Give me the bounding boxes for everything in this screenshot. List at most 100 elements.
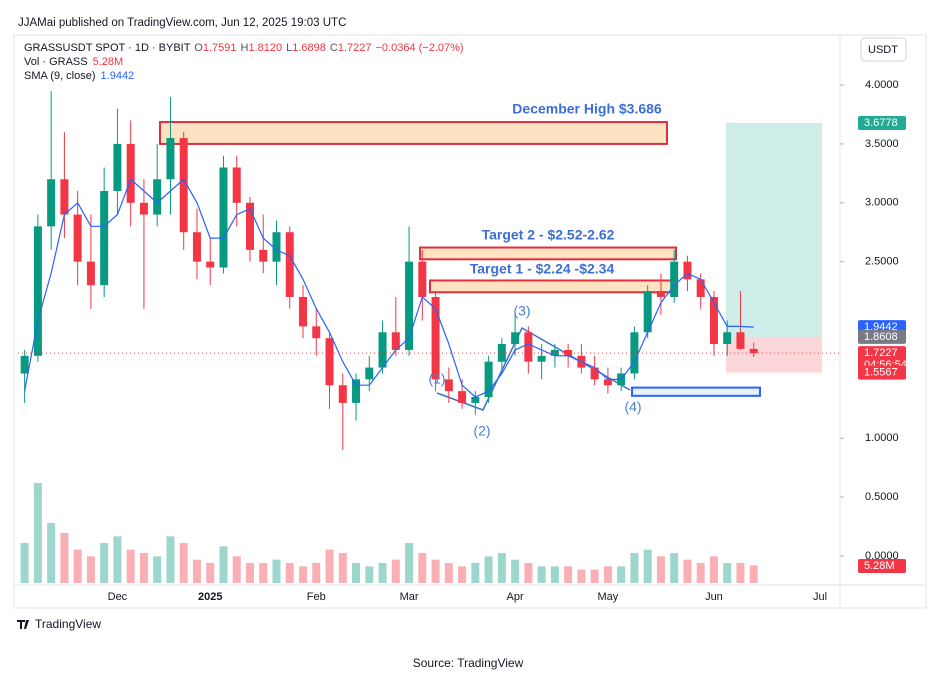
volume-bar — [550, 566, 559, 583]
y-tick-label: 3.5000 — [865, 138, 899, 150]
volume-bar — [484, 556, 493, 583]
candle-body — [206, 261, 215, 268]
candle-body — [60, 179, 69, 215]
price-badge-label: 3.6778 — [864, 117, 898, 129]
x-tick-label: Dec — [108, 591, 128, 603]
candle-body — [736, 332, 745, 349]
candle-body — [537, 355, 546, 362]
volume-bar — [577, 569, 586, 583]
candle-body — [126, 143, 135, 203]
volume-bar — [325, 549, 334, 583]
y-tick-label: 1.0000 — [865, 432, 899, 444]
candle-body — [696, 279, 705, 297]
zone — [631, 386, 761, 397]
sma-line — [24, 178, 754, 398]
candle-body — [405, 261, 414, 350]
candle-body — [232, 167, 241, 203]
volume-bar — [736, 563, 745, 583]
volume-bar — [272, 559, 281, 583]
zone-label: December High $3.686 — [512, 101, 662, 117]
vol-label: Vol · GRASS — [24, 56, 88, 68]
candle-body — [245, 202, 254, 250]
candle-body — [643, 291, 652, 333]
volume-bar — [113, 536, 122, 583]
volume-bar — [444, 563, 453, 583]
y-tick-label: 0.5000 — [865, 491, 899, 503]
price-badge-label: 1.8608 — [864, 331, 898, 343]
volume-bar — [338, 553, 347, 583]
volume-bar — [723, 563, 732, 583]
currency-button[interactable] — [860, 37, 907, 62]
candle-body — [511, 332, 520, 345]
volume-bar — [73, 549, 82, 583]
volume-bar — [537, 566, 546, 583]
volume-bar — [471, 563, 480, 583]
candle-body — [100, 191, 109, 286]
price-badge — [858, 116, 906, 131]
volume-bar — [630, 553, 639, 583]
volume-bar — [497, 553, 506, 583]
y-tick-label: 2.5000 — [865, 256, 899, 268]
candle-body — [683, 261, 692, 280]
zone-label: Target 1 - $2.24 -$2.34 — [470, 261, 615, 277]
ohlc-key: O — [194, 42, 203, 54]
candle-body — [458, 391, 467, 403]
candle-body — [33, 226, 42, 356]
currency[interactable]: USDT — [868, 44, 898, 56]
volume-bar — [206, 563, 215, 583]
wave-label: (4) — [624, 399, 641, 415]
volume-bar — [617, 566, 626, 583]
volume-bar — [312, 563, 321, 583]
volume-bar — [405, 543, 414, 583]
volume-bar — [126, 549, 135, 583]
volume-bar — [670, 553, 679, 583]
y-tick-label: 3.0000 — [865, 197, 899, 209]
candle-body — [365, 367, 374, 380]
candle-body — [20, 355, 29, 374]
ohlc-value: 1.7227 — [338, 42, 372, 54]
candle-body — [259, 249, 268, 262]
candle-body — [444, 379, 453, 392]
candle-body — [391, 332, 400, 350]
volume-bar — [20, 543, 29, 583]
volume-bar — [564, 566, 573, 583]
volume-bar — [418, 553, 427, 583]
volume-badge-label: 5.28M — [864, 560, 895, 572]
volume-bar — [245, 563, 254, 583]
volume-bar — [232, 556, 241, 583]
wave-label: (3) — [513, 303, 530, 319]
volume-bar — [139, 553, 148, 583]
candle-body — [564, 349, 573, 356]
ohlc-value: 1.8120 — [248, 42, 282, 54]
sma-value: 1.9442 — [101, 70, 135, 82]
candle-body — [179, 138, 188, 233]
candle-body — [709, 296, 718, 345]
candle-body — [285, 232, 294, 297]
symbol: GRASSUSDT SPOT · 1D · BYBIT — [24, 42, 191, 54]
x-tick-label: Jun — [705, 591, 723, 603]
candle-body — [86, 261, 95, 286]
candle-body — [113, 143, 122, 192]
zone-label: Target 2 - $2.52-2.62 — [482, 227, 615, 243]
candle-body — [166, 138, 175, 180]
volume-bar — [33, 483, 42, 583]
volume-bar — [709, 556, 718, 583]
legend-line: GRASSUSDT SPOT · 1D · BYBIT O1.7591 H1.812… — [24, 42, 464, 54]
volume-bar — [391, 559, 400, 583]
x-tick-label: May — [598, 591, 619, 603]
change: −0.0364 (−2.07%) — [375, 42, 463, 54]
price-badge — [858, 329, 906, 344]
candle-body — [219, 167, 228, 268]
candle-body — [312, 326, 321, 339]
x-tick-label: Feb — [307, 591, 326, 603]
volume-bar — [749, 565, 758, 583]
candle-body — [418, 261, 427, 297]
x-tick-label: Jul — [813, 591, 827, 603]
candle-body — [192, 232, 201, 262]
ohlc-key: C — [330, 42, 338, 54]
volume-bar — [431, 559, 440, 583]
wave-label: (2) — [473, 423, 490, 439]
volume-bar — [219, 546, 228, 583]
volume-bar — [153, 556, 162, 583]
